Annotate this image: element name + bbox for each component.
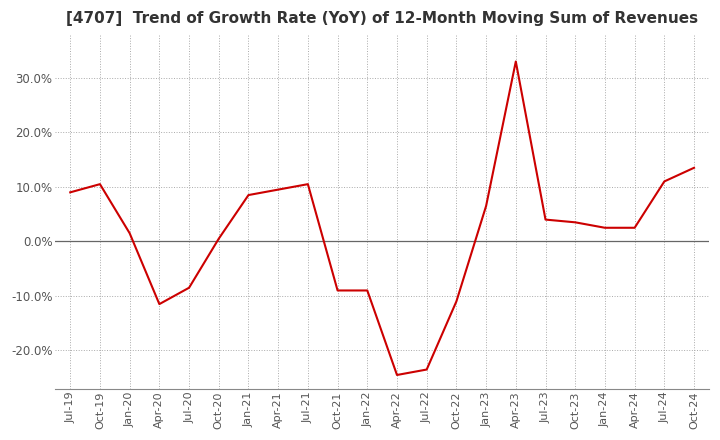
Title: [4707]  Trend of Growth Rate (YoY) of 12-Month Moving Sum of Revenues: [4707] Trend of Growth Rate (YoY) of 12-… xyxy=(66,11,698,26)
